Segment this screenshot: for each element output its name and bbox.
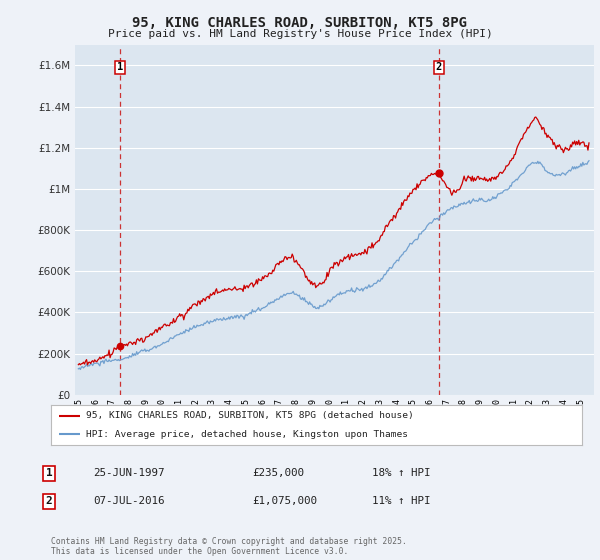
Text: 1: 1: [117, 63, 123, 72]
Text: 11% ↑ HPI: 11% ↑ HPI: [372, 496, 431, 506]
Text: 1: 1: [46, 468, 53, 478]
Text: 07-JUL-2016: 07-JUL-2016: [93, 496, 164, 506]
Text: HPI: Average price, detached house, Kingston upon Thames: HPI: Average price, detached house, King…: [86, 430, 407, 439]
Text: £235,000: £235,000: [252, 468, 304, 478]
Text: Price paid vs. HM Land Registry's House Price Index (HPI): Price paid vs. HM Land Registry's House …: [107, 29, 493, 39]
Text: 95, KING CHARLES ROAD, SURBITON, KT5 8PG (detached house): 95, KING CHARLES ROAD, SURBITON, KT5 8PG…: [86, 411, 413, 420]
Text: £1,075,000: £1,075,000: [252, 496, 317, 506]
Text: 2: 2: [46, 496, 53, 506]
Text: 25-JUN-1997: 25-JUN-1997: [93, 468, 164, 478]
Text: 2: 2: [436, 63, 442, 72]
Text: Contains HM Land Registry data © Crown copyright and database right 2025.
This d: Contains HM Land Registry data © Crown c…: [51, 536, 407, 556]
Text: 95, KING CHARLES ROAD, SURBITON, KT5 8PG: 95, KING CHARLES ROAD, SURBITON, KT5 8PG: [133, 16, 467, 30]
Text: 18% ↑ HPI: 18% ↑ HPI: [372, 468, 431, 478]
